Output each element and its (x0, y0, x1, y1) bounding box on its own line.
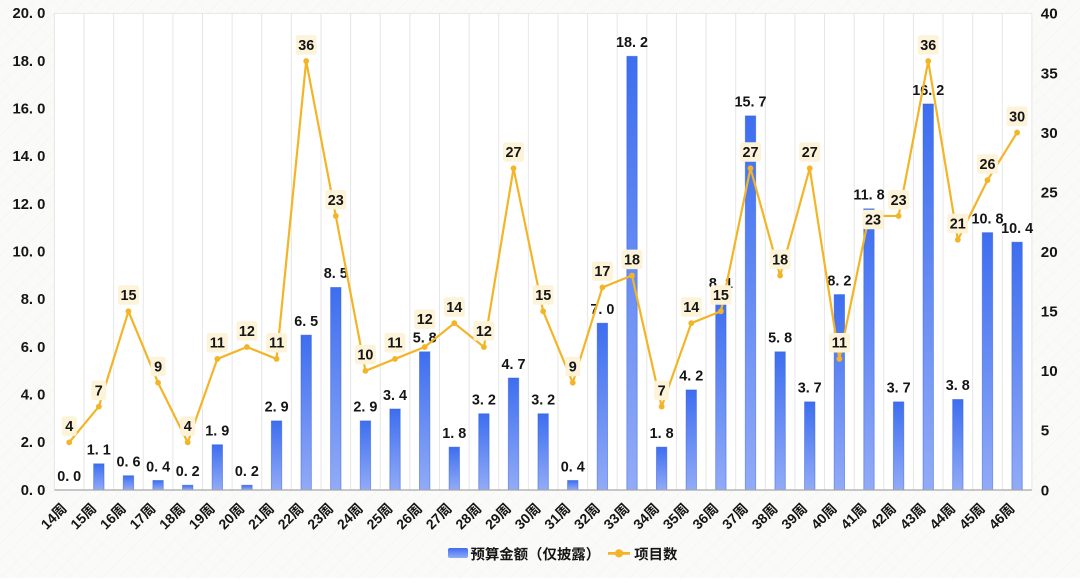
svg-text:6. 5: 6. 5 (294, 314, 318, 330)
svg-text:1. 1: 1. 1 (87, 443, 111, 459)
svg-text:2. 9: 2. 9 (353, 400, 377, 416)
svg-text:3. 8: 3. 8 (946, 378, 970, 394)
svg-text:0. 0: 0. 0 (21, 483, 46, 499)
svg-text:0: 0 (1041, 482, 1049, 499)
svg-text:8. 0: 8. 0 (21, 292, 46, 308)
svg-text:4. 2: 4. 2 (679, 369, 703, 385)
svg-text:0. 4: 0. 4 (561, 459, 585, 475)
svg-text:5. 8: 5. 8 (768, 331, 792, 347)
svg-text:7: 7 (658, 383, 666, 399)
svg-text:15. 7: 15. 7 (734, 95, 766, 111)
svg-text:12. 0: 12. 0 (12, 197, 45, 213)
svg-text:5: 5 (1041, 423, 1050, 440)
svg-text:27: 27 (742, 145, 758, 161)
svg-text:14: 14 (446, 300, 462, 316)
svg-text:8. 2: 8. 2 (827, 273, 851, 289)
svg-text:0. 2: 0. 2 (235, 464, 259, 480)
svg-text:25: 25 (1041, 184, 1058, 201)
svg-text:0. 6: 0. 6 (116, 455, 140, 471)
svg-text:3. 7: 3. 7 (887, 381, 911, 397)
svg-text:11: 11 (387, 336, 402, 352)
svg-text:11: 11 (269, 336, 284, 352)
svg-text:23: 23 (328, 193, 344, 209)
svg-text:23: 23 (865, 213, 881, 229)
svg-text:11. 8: 11. 8 (853, 188, 884, 204)
svg-text:0. 0: 0. 0 (57, 469, 81, 485)
svg-text:15: 15 (713, 288, 729, 304)
svg-text:18. 0: 18. 0 (12, 54, 45, 70)
svg-text:27: 27 (505, 145, 521, 161)
svg-text:10. 8: 10. 8 (971, 211, 1003, 227)
svg-text:23: 23 (891, 193, 907, 209)
svg-text:30: 30 (1041, 125, 1058, 142)
svg-text:18. 2: 18. 2 (616, 35, 648, 51)
svg-text:12: 12 (239, 324, 255, 340)
svg-text:11: 11 (210, 336, 225, 352)
svg-text:3. 2: 3. 2 (531, 393, 555, 409)
svg-text:2. 9: 2. 9 (265, 400, 289, 416)
svg-text:11: 11 (832, 336, 847, 352)
svg-text:15: 15 (120, 288, 136, 304)
svg-text:20: 20 (1041, 244, 1058, 261)
svg-text:36: 36 (298, 38, 314, 54)
svg-text:3. 7: 3. 7 (798, 381, 822, 397)
svg-text:4: 4 (184, 419, 192, 435)
svg-text:16. 2: 16. 2 (912, 83, 944, 99)
svg-text:15: 15 (535, 288, 551, 304)
svg-text:40: 40 (1041, 6, 1058, 23)
svg-text:1. 8: 1. 8 (442, 426, 466, 442)
svg-text:9: 9 (569, 360, 577, 376)
svg-text:14. 0: 14. 0 (12, 149, 45, 165)
svg-text:1. 9: 1. 9 (205, 424, 229, 440)
svg-text:17: 17 (594, 264, 610, 280)
svg-text:9: 9 (154, 360, 162, 376)
svg-text:16. 0: 16. 0 (12, 102, 45, 118)
svg-text:27: 27 (802, 145, 818, 161)
svg-text:21: 21 (950, 217, 966, 233)
svg-text:0. 2: 0. 2 (176, 464, 200, 480)
svg-text:4. 7: 4. 7 (501, 357, 525, 373)
svg-text:36: 36 (920, 38, 936, 54)
svg-text:3. 2: 3. 2 (472, 393, 496, 409)
svg-text:6. 0: 6. 0 (21, 340, 46, 356)
svg-text:2. 0: 2. 0 (21, 435, 46, 451)
svg-text:0. 4: 0. 4 (146, 459, 170, 475)
svg-text:4: 4 (65, 419, 73, 435)
svg-text:12: 12 (476, 324, 492, 340)
svg-text:18: 18 (772, 252, 788, 268)
svg-text:10: 10 (357, 348, 373, 364)
svg-text:12: 12 (417, 312, 433, 328)
svg-text:8. 5: 8. 5 (324, 266, 348, 282)
svg-text:7: 7 (95, 383, 103, 399)
svg-text:26: 26 (979, 157, 995, 173)
svg-text:10. 0: 10. 0 (12, 245, 45, 261)
svg-text:4. 0: 4. 0 (21, 388, 46, 404)
svg-text:1. 8: 1. 8 (650, 426, 674, 442)
svg-text:10: 10 (1041, 363, 1058, 380)
svg-text:15: 15 (1041, 304, 1058, 321)
svg-text:20. 0: 20. 0 (12, 6, 45, 22)
svg-text:10. 4: 10. 4 (1001, 221, 1033, 237)
svg-text:30: 30 (1009, 109, 1025, 125)
svg-text:14: 14 (683, 300, 699, 316)
svg-text:35: 35 (1041, 65, 1058, 82)
svg-text:18: 18 (624, 252, 640, 268)
svg-text:3. 4: 3. 4 (383, 388, 407, 404)
